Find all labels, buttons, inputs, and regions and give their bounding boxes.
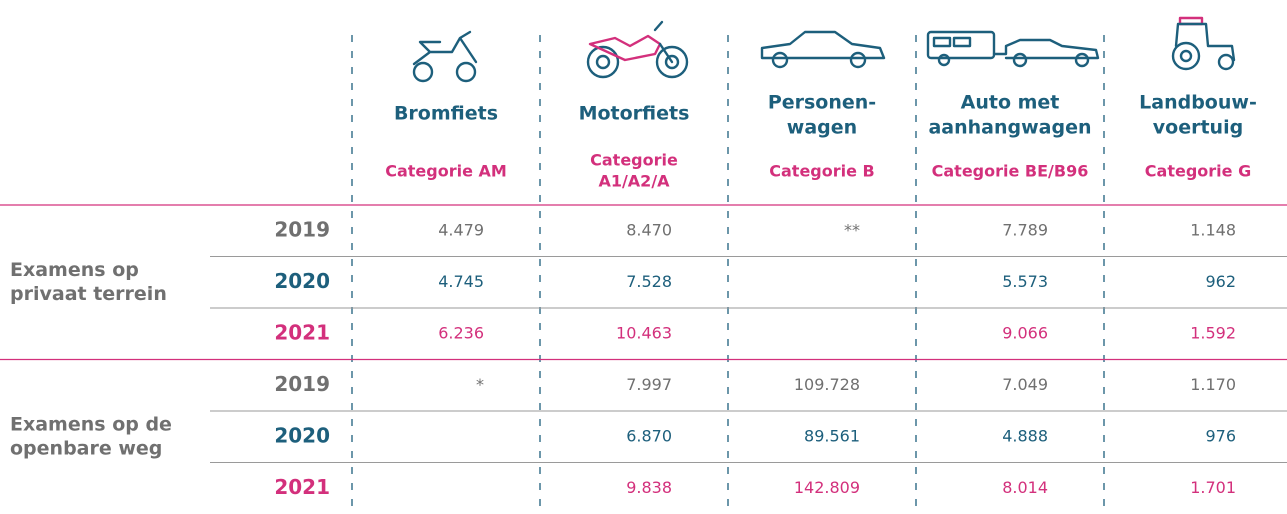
cell-value: 7.789 <box>1002 220 1048 239</box>
cell-value: 142.809 <box>794 478 860 497</box>
cell-value: 1.148 <box>1190 220 1236 239</box>
cell-value: 9.838 <box>626 478 672 497</box>
cell-value: ** <box>844 220 860 239</box>
car-icon <box>760 30 886 69</box>
column-name: Bromfiets <box>394 103 498 125</box>
cell-value: 7.049 <box>1002 375 1048 394</box>
cell-value: 962 <box>1205 272 1236 291</box>
cell-value: 1.170 <box>1190 375 1236 394</box>
column-name: Landbouw- <box>1139 92 1257 114</box>
icons <box>412 16 1236 83</box>
cell-value: 89.561 <box>804 426 860 445</box>
cell-value: * <box>476 375 484 394</box>
column-category: Categorie <box>590 151 678 170</box>
cell-value: 6.870 <box>626 426 672 445</box>
column-name: aanhangwagen <box>928 117 1091 139</box>
cell-value: 4.888 <box>1002 426 1048 445</box>
cell-value: 976 <box>1205 426 1236 445</box>
column-category: Categorie G <box>1145 162 1251 181</box>
year: 2019 <box>274 372 330 396</box>
cell-value: 4.745 <box>438 272 484 291</box>
group-label: Examens op de <box>10 413 172 435</box>
year: 2020 <box>274 423 330 447</box>
year: 2021 <box>274 320 330 344</box>
cell-value: 8.470 <box>626 220 672 239</box>
column-category: A1/A2/A <box>598 172 670 191</box>
year: 2021 <box>274 475 330 499</box>
tractor-icon <box>1171 16 1236 71</box>
column-category: Categorie BE/B96 <box>932 162 1089 181</box>
motorbike-icon <box>586 20 689 79</box>
column-name: voertuig <box>1153 117 1243 139</box>
column-category: Categorie B <box>769 162 874 181</box>
cell-value: 8.014 <box>1002 478 1048 497</box>
trailer-icon <box>926 30 1100 68</box>
group-label: openbare weg <box>10 437 162 459</box>
cell-value: 6.236 <box>438 323 484 342</box>
column-name: wagen <box>787 117 857 139</box>
cell-value: 1.592 <box>1190 323 1236 342</box>
cell-value: 109.728 <box>794 375 860 394</box>
moped-icon <box>412 30 478 83</box>
cell-value: 7.997 <box>626 375 672 394</box>
cell-value: 5.573 <box>1002 272 1048 291</box>
cell-value: 4.479 <box>438 220 484 239</box>
year: 2020 <box>274 269 330 293</box>
column-category: Categorie AM <box>385 162 507 181</box>
group-label: Examens op <box>10 259 139 281</box>
year: 2019 <box>274 217 330 241</box>
cell-value: 9.066 <box>1002 323 1048 342</box>
cell-value: 10.463 <box>616 323 672 342</box>
group-label: privaat terrein <box>10 283 167 305</box>
cell-value: 1.701 <box>1190 478 1236 497</box>
cell-value: 7.528 <box>626 272 672 291</box>
column-name: Motorfiets <box>579 103 690 125</box>
column-name: Personen- <box>768 92 876 114</box>
column-name: Auto met <box>961 92 1060 114</box>
